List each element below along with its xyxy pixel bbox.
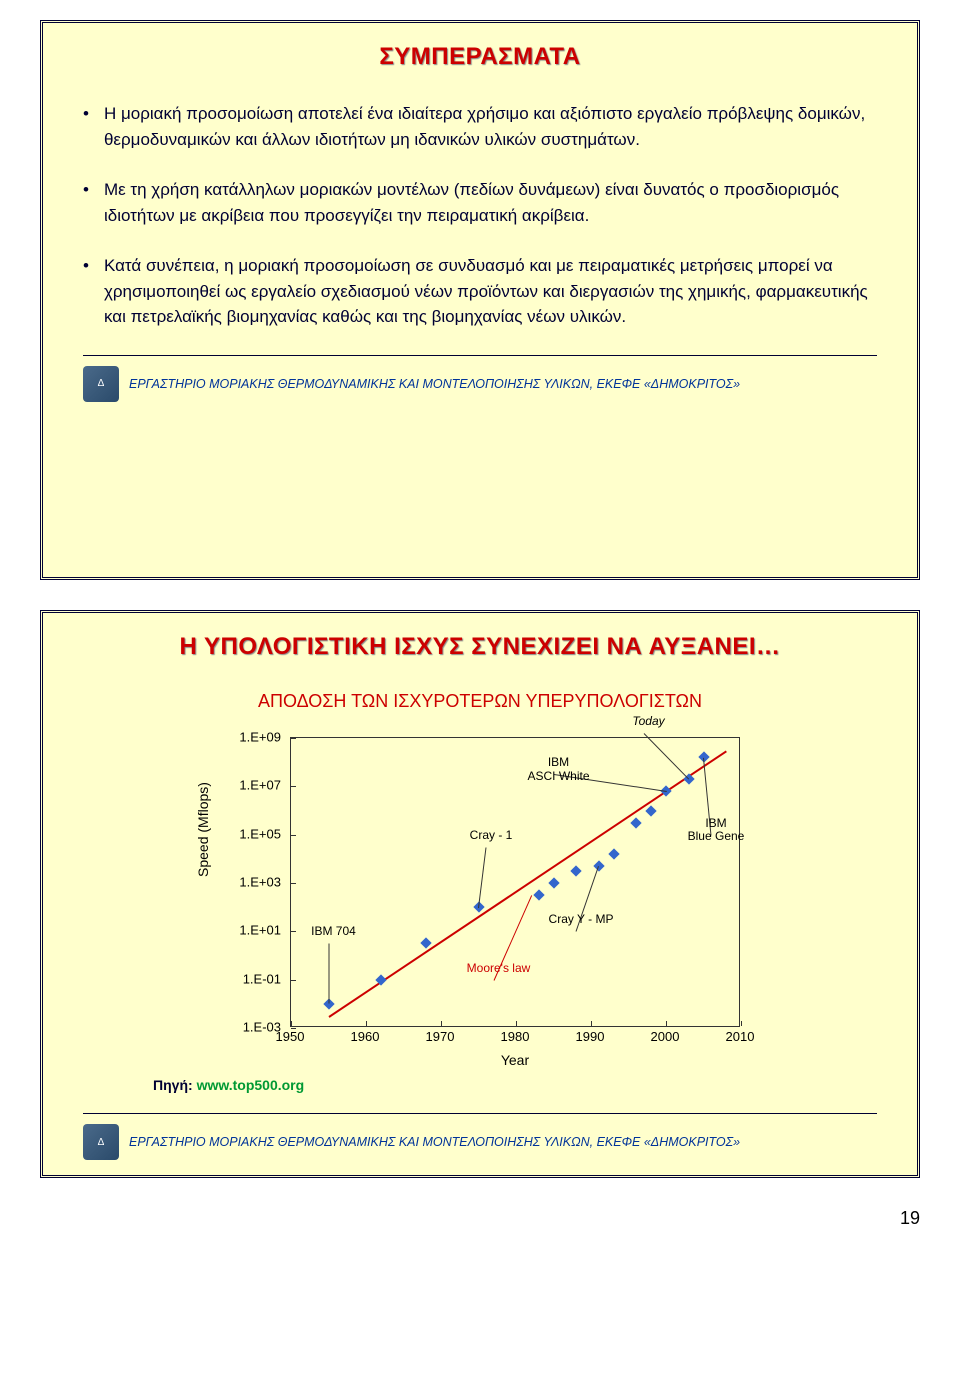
- bullet-item: • Κατά συνέπεια, η μοριακή προσομοίωση σ…: [83, 253, 877, 330]
- y-tick-label: 1.E+05: [239, 826, 281, 841]
- source-label: Πηγή:: [153, 1077, 193, 1093]
- x-axis-ticks: 1950196019701980199020002010: [290, 1029, 740, 1049]
- annotation-leader: [328, 944, 329, 1004]
- bullet-dot-icon: •: [83, 177, 89, 228]
- lab-logo-icon: Δ: [83, 366, 119, 402]
- chart-annotation: IBMASCI White: [519, 756, 599, 784]
- bullet-text: Κατά συνέπεια, η μοριακή προσομοίωση σε …: [104, 253, 877, 330]
- x-tick-label: 1990: [576, 1029, 605, 1044]
- chart-annotation: Cray Y - MP: [541, 913, 621, 927]
- data-point: [548, 877, 559, 888]
- chart-annotation: Cray - 1: [451, 829, 531, 843]
- data-point: [608, 848, 619, 859]
- bullet-text: Με τη χρήση κατάλληλων μοριακών μοντέλων…: [104, 177, 877, 228]
- x-tick-label: 1970: [426, 1029, 455, 1044]
- y-axis-label: Speed (Mflops): [195, 782, 211, 877]
- x-tick-label: 1950: [276, 1029, 305, 1044]
- slide-title: Η ΥΠΟΛΟΓΙΣΤΙΚΗ ΙΣΧΥΣ ΣΥΝΕΧΙΖΕΙ ΝΑ ΑΥΞΑΝΕ…: [83, 633, 877, 661]
- supercomputer-chart: Speed (Mflops) 1.E-031.E-011.E+011.E+031…: [200, 727, 760, 1067]
- bullet-dot-icon: •: [83, 253, 89, 330]
- data-point: [570, 865, 581, 876]
- slide-footer: Δ ΕΡΓΑΣΤΗΡΙΟ ΜΟΡΙΑΚΗΣ ΘΕΡΜΟΔΥΝΑΜΙΚΗΣ ΚΑΙ…: [83, 1124, 877, 1160]
- chart-annotation: IBMBlue Gene: [676, 817, 756, 845]
- chart-annotation: Today: [609, 715, 689, 729]
- y-axis-ticks: 1.E-031.E-011.E+011.E+031.E+051.E+071.E+…: [230, 737, 285, 1027]
- slide-computing-power: Η ΥΠΟΛΟΓΙΣΤΙΚΗ ΙΣΧΥΣ ΣΥΝΕΧΙΖΕΙ ΝΑ ΑΥΞΑΝΕ…: [40, 610, 920, 1178]
- slide-footer: Δ ΕΡΓΑΣΤΗΡΙΟ ΜΟΡΙΑΚΗΣ ΘΕΡΜΟΔΥΝΑΜΙΚΗΣ ΚΑΙ…: [83, 366, 877, 402]
- y-tick-label: 1.E-01: [243, 971, 281, 986]
- footer-text: ΕΡΓΑΣΤΗΡΙΟ ΜΟΡΙΑΚΗΣ ΘΕΡΜΟΔΥΝΑΜΙΚΗΣ ΚΑΙ Μ…: [129, 1135, 740, 1149]
- divider: [83, 355, 877, 356]
- slide-title: ΣΥΜΠΕΡΑΣΜΑΤΑ: [83, 43, 877, 71]
- x-axis-label: Year: [290, 1052, 740, 1068]
- chart-plot-area: IBM 704Cray - 1IBMASCI WhiteCray Y - MPT…: [290, 737, 740, 1027]
- data-point: [630, 817, 641, 828]
- bullet-item: • Η μοριακή προσομοίωση αποτελεί ένα ιδι…: [83, 101, 877, 152]
- slide-subtitle: ΑΠΟΔΟΣΗ ΤΩΝ ΙΣΧΥΡΟΤΕΡΩΝ ΥΠΕΡΥΠΟΛΟΓΙΣΤΩΝ: [83, 691, 877, 712]
- footer-text: ΕΡΓΑΣΤΗΡΙΟ ΜΟΡΙΑΚΗΣ ΘΕΡΜΟΔΥΝΑΜΙΚΗΣ ΚΑΙ Μ…: [129, 377, 740, 391]
- y-tick-label: 1.E+03: [239, 875, 281, 890]
- x-tick-label: 1980: [501, 1029, 530, 1044]
- data-point: [645, 805, 656, 816]
- chart-annotation: Moore's law: [459, 962, 539, 976]
- slide-conclusions: ΣΥΜΠΕΡΑΣΜΑΤΑ • Η μοριακή προσομοίωση απο…: [40, 20, 920, 580]
- lab-logo-icon: Δ: [83, 1124, 119, 1160]
- y-tick-label: 1.E+01: [239, 923, 281, 938]
- y-tick-label: 1.E+07: [239, 778, 281, 793]
- divider: [83, 1113, 877, 1114]
- annotation-leader: [478, 847, 486, 908]
- source-url: www.top500.org: [197, 1077, 305, 1093]
- chart-annotation: IBM 704: [294, 925, 374, 939]
- x-tick-label: 1960: [351, 1029, 380, 1044]
- annotation-leader: [643, 733, 689, 780]
- data-point: [533, 889, 544, 900]
- y-tick-label: 1.E+09: [239, 730, 281, 745]
- x-tick-label: 2000: [651, 1029, 680, 1044]
- chart-source: Πηγή: www.top500.org: [153, 1077, 877, 1093]
- bullet-text: Η μοριακή προσομοίωση αποτελεί ένα ιδιαί…: [104, 101, 877, 152]
- bullet-list: • Η μοριακή προσομοίωση αποτελεί ένα ιδι…: [83, 101, 877, 330]
- x-tick-label: 2010: [726, 1029, 755, 1044]
- bullet-dot-icon: •: [83, 101, 89, 152]
- page-number: 19: [40, 1208, 920, 1229]
- bullet-item: • Με τη χρήση κατάλληλων μοριακών μοντέλ…: [83, 177, 877, 228]
